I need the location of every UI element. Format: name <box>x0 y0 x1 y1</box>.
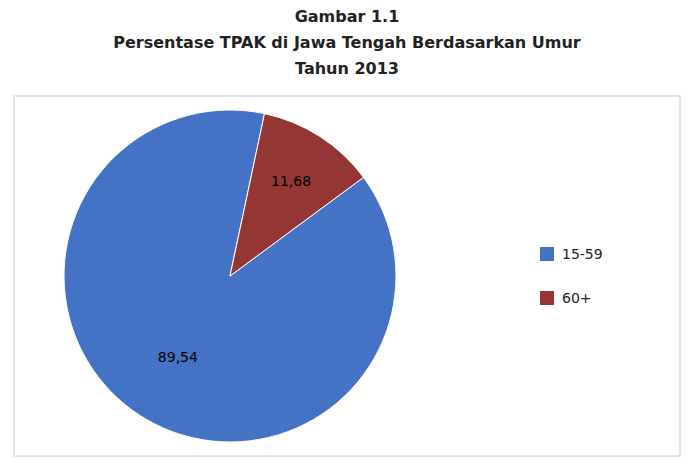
title: Gambar 1.1 <box>295 7 400 26</box>
title: Persentase TPAK di Jawa Tengah Berdasark… <box>113 33 581 52</box>
legend-label: 60+ <box>562 290 592 306</box>
pie-slice <box>230 114 364 276</box>
legend-swatch <box>540 291 554 305</box>
legend: 15-59 60+ <box>540 246 603 306</box>
chart: Gambar 1.1 Persentase TPAK di Jawa Tengah… <box>0 0 694 466</box>
title: Tahun 2013 <box>295 59 399 78</box>
pie: 89,54 11,68 <box>64 110 396 442</box>
titles: Gambar 1.1 Persentase TPAK di Jawa Tengah… <box>113 7 581 78</box>
data-label: 11,68 <box>271 173 311 189</box>
frame <box>14 96 680 456</box>
legend-label: 15-59 <box>562 246 603 262</box>
legend-swatch <box>540 247 554 261</box>
pie-slice <box>64 110 396 442</box>
data-label: 89,54 <box>158 349 198 365</box>
